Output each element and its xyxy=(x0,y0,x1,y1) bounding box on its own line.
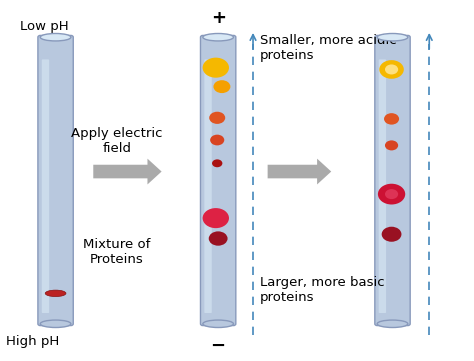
Ellipse shape xyxy=(377,320,408,327)
Circle shape xyxy=(385,140,398,151)
Circle shape xyxy=(213,80,230,93)
FancyArrow shape xyxy=(268,158,331,184)
Circle shape xyxy=(209,231,228,246)
FancyBboxPatch shape xyxy=(201,35,236,326)
FancyBboxPatch shape xyxy=(42,60,49,313)
Circle shape xyxy=(212,159,222,167)
Ellipse shape xyxy=(40,320,71,327)
Circle shape xyxy=(382,227,401,242)
Text: +: + xyxy=(210,9,226,26)
Text: Apply electric
field: Apply electric field xyxy=(71,127,163,155)
Circle shape xyxy=(384,113,399,125)
Text: Smaller, more acidic
proteins: Smaller, more acidic proteins xyxy=(260,34,396,62)
Text: Mixture of
Proteins: Mixture of Proteins xyxy=(83,238,151,266)
FancyBboxPatch shape xyxy=(38,35,73,326)
Circle shape xyxy=(379,60,404,79)
Circle shape xyxy=(385,189,398,199)
Ellipse shape xyxy=(203,320,234,327)
Circle shape xyxy=(378,184,405,204)
Circle shape xyxy=(209,112,225,124)
FancyArrow shape xyxy=(93,158,162,184)
Ellipse shape xyxy=(203,34,234,41)
Circle shape xyxy=(202,58,229,78)
Text: −: − xyxy=(210,337,226,355)
Text: Larger, more basic
proteins: Larger, more basic proteins xyxy=(260,276,384,304)
Ellipse shape xyxy=(377,34,408,41)
Circle shape xyxy=(385,64,398,74)
Circle shape xyxy=(210,135,224,145)
Circle shape xyxy=(202,208,229,228)
FancyBboxPatch shape xyxy=(379,60,386,313)
Ellipse shape xyxy=(45,290,66,297)
FancyBboxPatch shape xyxy=(204,60,212,313)
FancyBboxPatch shape xyxy=(375,35,410,326)
Ellipse shape xyxy=(40,34,71,41)
Text: High pH: High pH xyxy=(6,335,59,348)
Text: Low pH: Low pH xyxy=(20,20,69,33)
